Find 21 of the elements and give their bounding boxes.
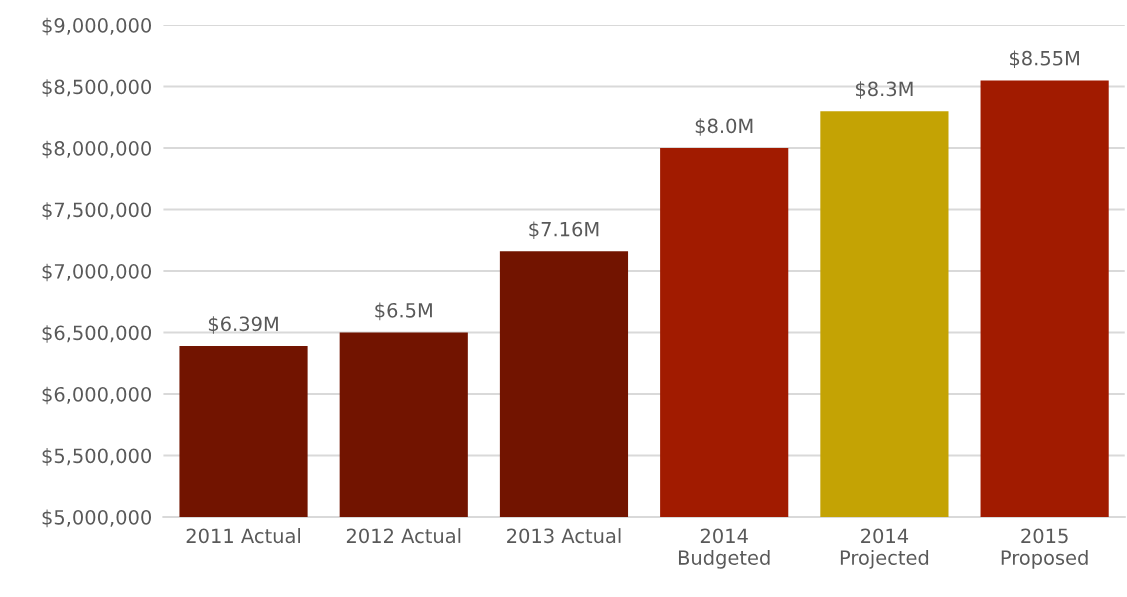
y-tick-label: $7,500,000 (42, 202, 152, 220)
y-tick-label: $6,000,000 (42, 386, 152, 405)
y-tick-label: $6,500,000 (42, 325, 152, 343)
x-tick-label: 2014 Projected (840, 528, 929, 569)
data-label: $7.16M (529, 221, 599, 240)
y-tick-label: $9,000,000 (42, 17, 152, 36)
x-tick-label: 2012 Actual (346, 528, 461, 544)
data-label: $8.0M (695, 118, 753, 136)
y-tick-label: $8,000,000 (42, 140, 152, 159)
data-label: $6.5M (375, 302, 432, 321)
x-tick-label: 2014 Budgeted (678, 528, 770, 569)
x-tick-label: 2013 Actual (507, 528, 621, 544)
x-tick-label: 2015 Proposed (1001, 528, 1088, 569)
data-label: $6.39M (208, 316, 278, 334)
y-tick-label: $7,000,000 (42, 263, 152, 282)
y-tick-label: $5,500,000 (42, 448, 152, 466)
y-tick-label: $5,000,000 (42, 509, 152, 528)
y-tick-label: $8,500,000 (42, 79, 152, 97)
data-label: $8.55M (1010, 50, 1079, 69)
data-label: $8.3M (855, 81, 913, 99)
x-tick-label: 2011 Actual (186, 528, 300, 544)
